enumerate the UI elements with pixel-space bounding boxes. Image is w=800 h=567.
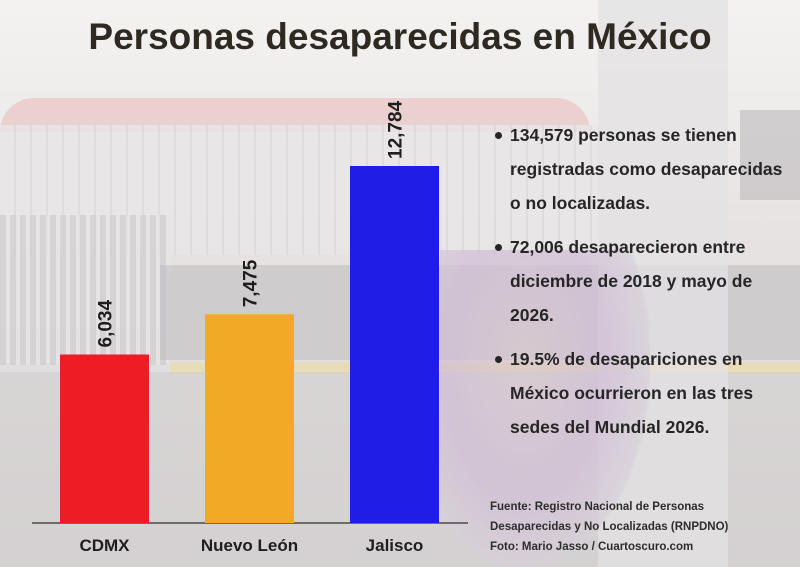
page-title: Personas desaparecidas en México [88, 16, 712, 57]
background-sign [740, 110, 800, 200]
source-credits: Fuente: Registro Nacional de Personas De… [490, 497, 795, 557]
fact-item: 134,579 personas se tienen registradas c… [494, 118, 794, 220]
fact-item: 19.5% de desapariciones en México ocurri… [494, 342, 794, 444]
source-line-2: Desaparecidas y No Localizadas (RNPDNO) [490, 521, 729, 533]
category-label: Jalisco [366, 536, 424, 555]
facts-list: 134,579 personas se tienen registradas c… [494, 118, 794, 454]
bar-jalisco [350, 166, 439, 523]
category-label: CDMX [79, 536, 130, 555]
bar-value-label: 12,784 [386, 100, 407, 159]
fact-item: 72,006 desaparecieron entre diciembre de… [494, 230, 794, 332]
bar-value-label: 7,475 [241, 259, 262, 307]
bar-nuevo-león [205, 314, 294, 523]
bar-value-label: 6,034 [96, 300, 117, 348]
background-person [440, 250, 650, 567]
photo-credit: Foto: Mario Jasso / Cuartoscuro.com [490, 541, 694, 553]
background-fence [0, 215, 170, 365]
bar-cdmx [60, 354, 149, 523]
source-line-1: Fuente: Registro Nacional de Personas [490, 501, 705, 513]
category-label: Nuevo León [201, 536, 298, 555]
